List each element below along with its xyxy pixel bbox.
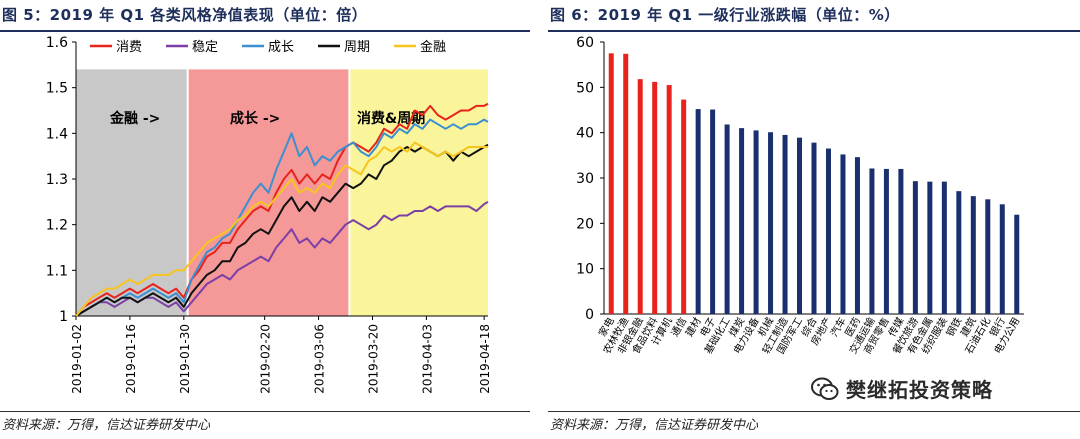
x-tick-label-6: 2019-04-03 [420,324,434,394]
x-tick-label-7: 2019-04-18 [478,324,492,394]
bar-银行 [999,204,1005,314]
bar-石油石化 [985,199,991,314]
x-tick-label-0: 2019-01-02 [70,324,84,394]
bar-机械 [768,132,774,314]
bar-电力公用 [1014,214,1020,314]
bar-通信 [681,99,687,314]
wechat-icon [811,377,839,400]
bar-医药 [854,157,860,314]
style-nav-line-chart: 金融 -> 成长 -> 消费&周期 1 1.1 1.2 1.3 1.4 1.5 1.6 2019-0… [46,35,492,394]
x-tick-label-3: 2019-02-20 [259,324,273,394]
figure-6-title-rule [548,30,1080,32]
bar-传媒 [898,168,904,314]
bar-计算机 [666,85,672,314]
bar-轻工制造 [782,134,788,314]
y-tick-label-3: 1.3 [46,172,68,188]
phase-label-2: 消费&周期 [357,110,425,127]
y-tick-label-0: 1 [59,309,68,325]
watermark-text: 樊继拓投资策略 [846,378,993,402]
x-tick-label-5: 2019-03-20 [366,324,380,394]
series-line-金融 [75,141,488,317]
bar-汽车 [840,154,846,314]
figure-5-source: 资料来源：万得，信达证券研发中心 [2,418,211,433]
phase-band-0 [76,69,188,317]
figure-6-source-rule [548,411,1080,412]
y-tick-label-4: 1.4 [46,126,68,142]
series-line-成长 [75,118,489,317]
bar-餐饮旅游 [912,181,918,314]
figure-5-title: 图 5：2019 年 Q1 各类风格净值表现（单位：倍） [2,6,368,24]
figure-6-title: 图 6：2019 年 Q1 一级行业涨跌幅（单位：%） [550,6,900,24]
bar-y-tick-label-0: 0 [585,307,594,323]
y-tick-label-1: 1.1 [46,263,68,279]
legend-label-2: 成长 [268,40,294,55]
figure-6-panel: 图 6：2019 年 Q1 一级行业涨跌幅（单位：%） 0 10 20 30 40 50 6… [548,0,1080,439]
bar-电子 [710,109,716,315]
bar-非银金融 [637,79,643,314]
y-tick-label-5: 1.5 [46,81,68,97]
legend-label-4: 金融 [420,39,446,55]
phase-label-1: 成长 -> [230,110,280,127]
legend-label-0: 消费 [116,40,142,55]
bar-y-tick-label-4: 40 [576,126,594,142]
x-tick-label-4: 2019-03-06 [313,324,327,394]
bar-有色金属 [927,181,933,314]
industry-return-bar-chart: 0102030405060家电农林牧渔非银金融食品饮料计算机通信建材电子基础化工… [576,35,1024,356]
figure-5-panel: 图 5：2019 年 Q1 各类风格净值表现（单位：倍） 金融 -> 成长 -> 消… [0,0,530,439]
series-line-消费 [75,102,489,317]
figure-6-source: 资料来源：万得，信达证券研发中心 [550,418,759,433]
bar-交通运输 [869,168,875,314]
x-tick-label-2: 2019-01-30 [178,324,192,394]
figure-5-title-rule [0,30,530,32]
bar-纺织服装 [941,181,947,314]
bar-钢铁 [956,191,962,314]
bar-y-tick-label-1: 10 [576,262,594,278]
bar-家电 [608,53,614,314]
bar-综合 [811,142,817,314]
bar-房地产 [825,148,831,314]
bar-y-tick-label-6: 60 [576,35,594,51]
figure-5-source-rule [0,411,530,412]
y-tick-label-6: 1.6 [46,35,68,51]
bar-y-tick-label-5: 50 [576,80,594,96]
phase-label-0: 金融 -> [109,110,160,127]
bar-建筑 [970,196,976,314]
legend-label-1: 稳定 [192,39,218,55]
bar-y-tick-label-3: 30 [576,171,594,187]
bar-y-tick-label-2: 20 [576,216,594,232]
phase-band-2 [349,69,488,317]
bar-国防军工 [797,137,803,314]
legend-label-3: 周期 [344,40,370,55]
bar-煤炭 [739,128,745,314]
bar-电力设备 [753,130,759,314]
x-tick-label-1: 2019-01-16 [124,324,138,394]
y-tick-label-2: 1.2 [46,218,68,234]
bar-建材 [695,109,701,315]
bar-食品饮料 [652,81,658,314]
watermark: 樊继拓投资策略 [810,374,993,403]
bar-基础化工 [724,124,730,314]
bar-商贸零售 [883,168,889,314]
bar-农林牧渔 [623,53,629,314]
